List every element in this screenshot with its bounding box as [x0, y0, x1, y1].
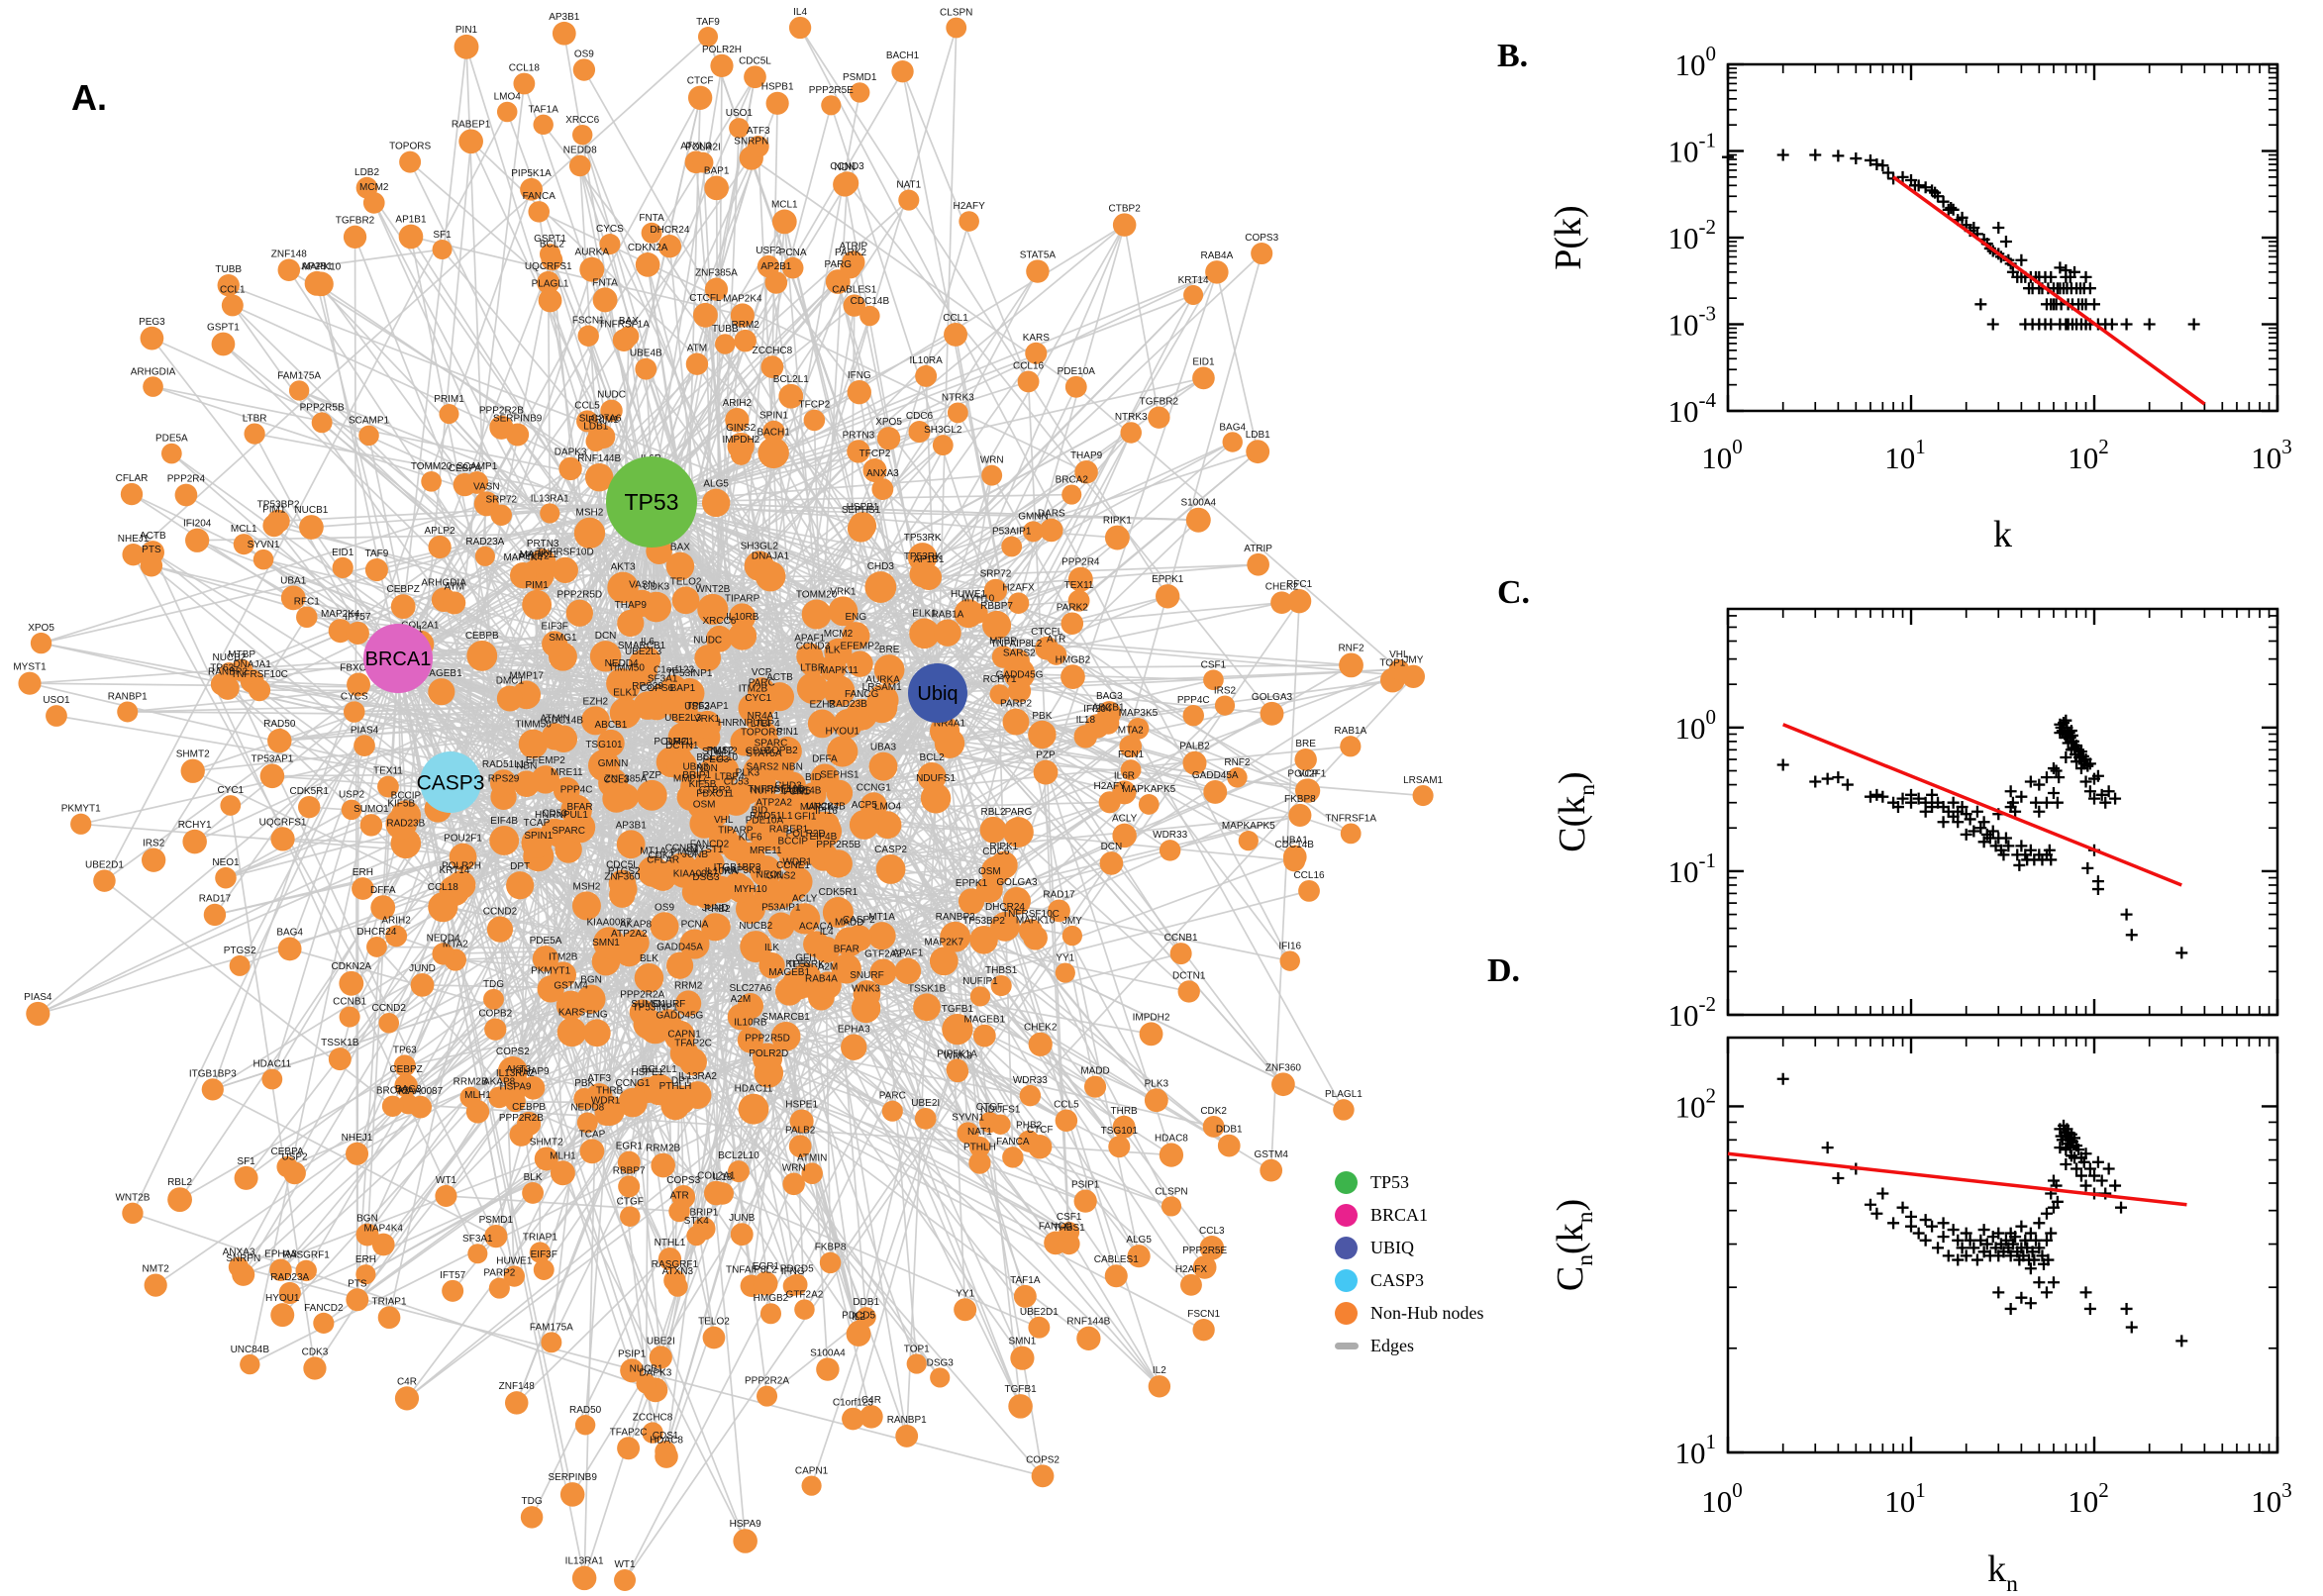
scatter-points-D	[1776, 1072, 2188, 1347]
legend-label-brca1: BRCA1	[1370, 1204, 1429, 1225]
panel-b-label: B.	[1497, 38, 1529, 74]
hub-node-ubiq[interactable]: Ubiq	[908, 663, 967, 723]
axis-ticks-C	[1726, 609, 2279, 1017]
svg-text:103: 103	[2251, 1478, 2292, 1519]
svg-text:102: 102	[1675, 1083, 1717, 1124]
svg-text:10-2: 10-2	[1668, 215, 1717, 255]
svg-text:100: 100	[1675, 42, 1717, 82]
legend-label-casp3: CASP3	[1370, 1269, 1425, 1290]
legend-label-ubiq: UBIQ	[1370, 1237, 1414, 1257]
legend-swatch-casp3	[1335, 1268, 1358, 1292]
svg-text:Cn(kn): Cn(kn)	[1550, 1199, 1598, 1291]
panel-c-label: C.	[1497, 574, 1531, 611]
legend: TP53 BRCA1 UBIQ CASP3 Non-Hub nodes Edges	[1335, 1170, 1484, 1366]
hub-node-brca1[interactable]: BRCA1	[363, 624, 433, 693]
hub-node-tp53[interactable]: TP53	[606, 456, 697, 548]
svg-text:10-2: 10-2	[1668, 992, 1717, 1033]
legend-swatch-brca1	[1335, 1203, 1358, 1227]
legend-item-tp53: TP53	[1335, 1170, 1484, 1194]
legend-item-brca1: BRCA1	[1335, 1203, 1484, 1227]
network-node-labels: TP53RKKIAA0087THAP9CDC14BMAGEB1DHCR24DSG…	[13, 7, 1443, 1570]
plot-panel-d: 102 101 100 101 102 103 kn Cn(kn)	[1550, 1036, 2292, 1596]
svg-text:100: 100	[1701, 435, 1743, 475]
hub-node-casp3[interactable]: CASP3	[417, 751, 485, 813]
legend-label-nonhub: Non-Hub nodes	[1370, 1302, 1484, 1323]
network-graph: TP53RKKIAA0087THAP9CDC14BMAGEB1DHCR24DSG…	[13, 7, 1444, 1591]
svg-text:P(k): P(k)	[1548, 205, 1589, 269]
legend-swatch-ubiq	[1335, 1236, 1358, 1259]
plot-panel-b: 100 10-1 10-2 10-3 10-4 100 101 102 103 k P(k)	[1548, 42, 2292, 555]
legend-item-casp3: CASP3	[1335, 1268, 1484, 1292]
svg-text:101: 101	[1884, 435, 1926, 475]
network-hub-nodes[interactable]: TP53 BRCA1 Ubiq CASP3	[363, 456, 967, 813]
legend-item-nonhub: Non-Hub nodes	[1335, 1301, 1484, 1325]
svg-text:102: 102	[2068, 1478, 2109, 1519]
svg-text:101: 101	[1675, 1430, 1717, 1470]
svg-text:10-3: 10-3	[1668, 302, 1717, 343]
legend-item-ubiq: UBIQ	[1335, 1236, 1484, 1259]
svg-text:k: k	[1993, 514, 2012, 555]
legend-item-edges: Edges	[1335, 1334, 1484, 1357]
tick-labels-B: 100 10-1 10-2 10-3 10-4 100 101 102 103	[1668, 42, 2292, 475]
plot-panel-c: 100 10-1 10-2 C(kn)	[1552, 607, 2279, 1033]
tick-labels-C: 100 10-1 10-2	[1668, 705, 1717, 1033]
svg-text:C(kn): C(kn)	[1552, 771, 1600, 851]
axis-ticks-D	[1726, 1038, 2279, 1454]
svg-text:10-1: 10-1	[1668, 848, 1717, 889]
fit-line-B	[1892, 175, 2206, 406]
svg-text:10-4: 10-4	[1668, 388, 1717, 429]
svg-text:101: 101	[1884, 1478, 1926, 1519]
legend-label-tp53: TP53	[1370, 1171, 1410, 1192]
tick-labels-D: 102 101 100 101 102 103	[1675, 1083, 2292, 1519]
svg-text:100: 100	[1701, 1478, 1743, 1519]
svg-text:103: 103	[2251, 435, 2292, 475]
svg-text:102: 102	[2068, 435, 2109, 475]
svg-text:100: 100	[1675, 705, 1717, 746]
svg-text:kn: kn	[1987, 1548, 2018, 1596]
svg-text:10-1: 10-1	[1668, 129, 1717, 169]
panel-a-label: A.	[71, 77, 107, 118]
fit-line-D	[1727, 1151, 2187, 1207]
axis-ticks-B	[1726, 62, 2279, 413]
fit-line-C	[1782, 723, 2182, 887]
legend-swatch-nonhub	[1335, 1301, 1358, 1325]
scatter-points-C	[1776, 714, 2188, 959]
scatter-points-B	[1722, 149, 2200, 331]
legend-swatch-tp53	[1335, 1170, 1358, 1194]
legend-swatch-edges	[1335, 1342, 1359, 1349]
legend-label-edges: Edges	[1370, 1335, 1414, 1355]
network-nodes[interactable]	[18, 16, 1434, 1591]
panel-d-label: D.	[1487, 952, 1521, 989]
